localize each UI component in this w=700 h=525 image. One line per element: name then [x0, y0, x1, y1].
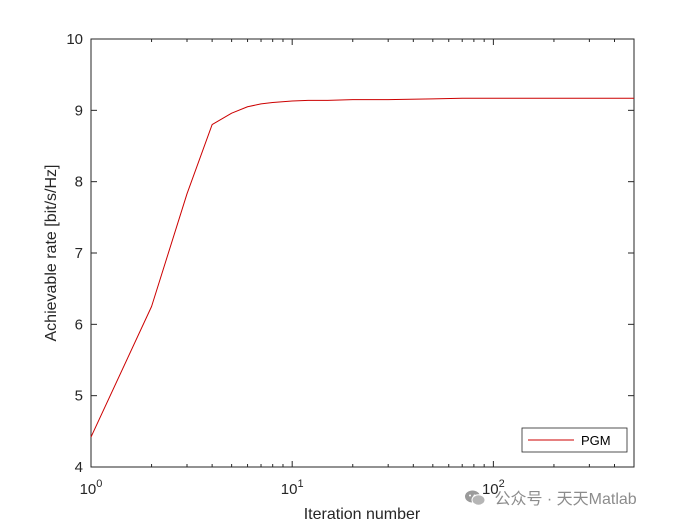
legend-label-pgm: PGM [581, 433, 611, 448]
watermark-text: 公众号 · 天天Matlab [494, 491, 637, 508]
wechat-icon [465, 490, 486, 506]
series-line-pgm [90, 97, 634, 438]
y-axis-label: Achievable rate [bit/s/Hz] [43, 165, 60, 342]
y-tick-label: 4 [75, 459, 83, 476]
legend: PGM [521, 427, 628, 453]
x-tick-label: 101 [281, 478, 304, 498]
x-tick-labels: 100 101 102 [80, 478, 505, 498]
x-tick-label: 102 [482, 478, 505, 498]
y-tick-label: 10 [66, 31, 83, 48]
y-tick-label: 5 [75, 388, 83, 405]
y-tick-label: 8 [75, 174, 83, 191]
y-tick-labels: 4 5 6 7 8 9 10 [66, 31, 83, 476]
y-tick-label: 7 [75, 245, 83, 262]
plot-area [90, 38, 635, 468]
x-axis-label: Iteration number [304, 506, 421, 523]
series-group [90, 97, 634, 438]
y-tick-label: 6 [75, 316, 83, 333]
y-tick-label: 9 [75, 102, 83, 119]
watermark: 公众号 · 天天Matlab [464, 485, 637, 509]
x-tick-label: 100 [80, 478, 103, 498]
axis-ticks [90, 38, 635, 468]
